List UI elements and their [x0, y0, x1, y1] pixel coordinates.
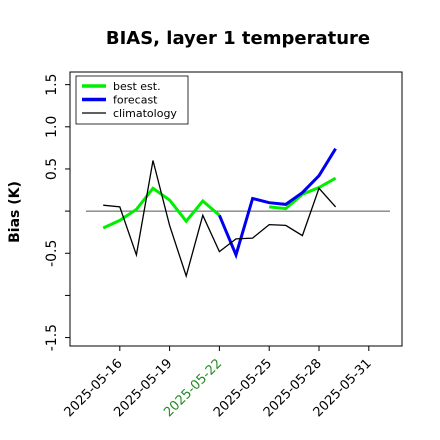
y-tick-label: 1.0	[44, 116, 60, 138]
y-axis-label: Bias (K)	[7, 181, 23, 243]
legend-label: best est.	[113, 80, 161, 93]
legend-label: forecast	[113, 94, 158, 107]
y-tick-label: -0.5	[44, 240, 60, 267]
y-tick-label: -1.5	[44, 324, 60, 351]
chart-title: BIAS, layer 1 temperature	[106, 28, 370, 49]
plot-frame	[69, 71, 403, 347]
y-tick-label: 1.5	[44, 74, 60, 96]
y-tick-label: 0.5	[44, 158, 60, 180]
legend-label: climatology	[113, 107, 177, 120]
series-line-forecast	[218, 147, 337, 260]
series-line-climatology	[103, 160, 337, 279]
